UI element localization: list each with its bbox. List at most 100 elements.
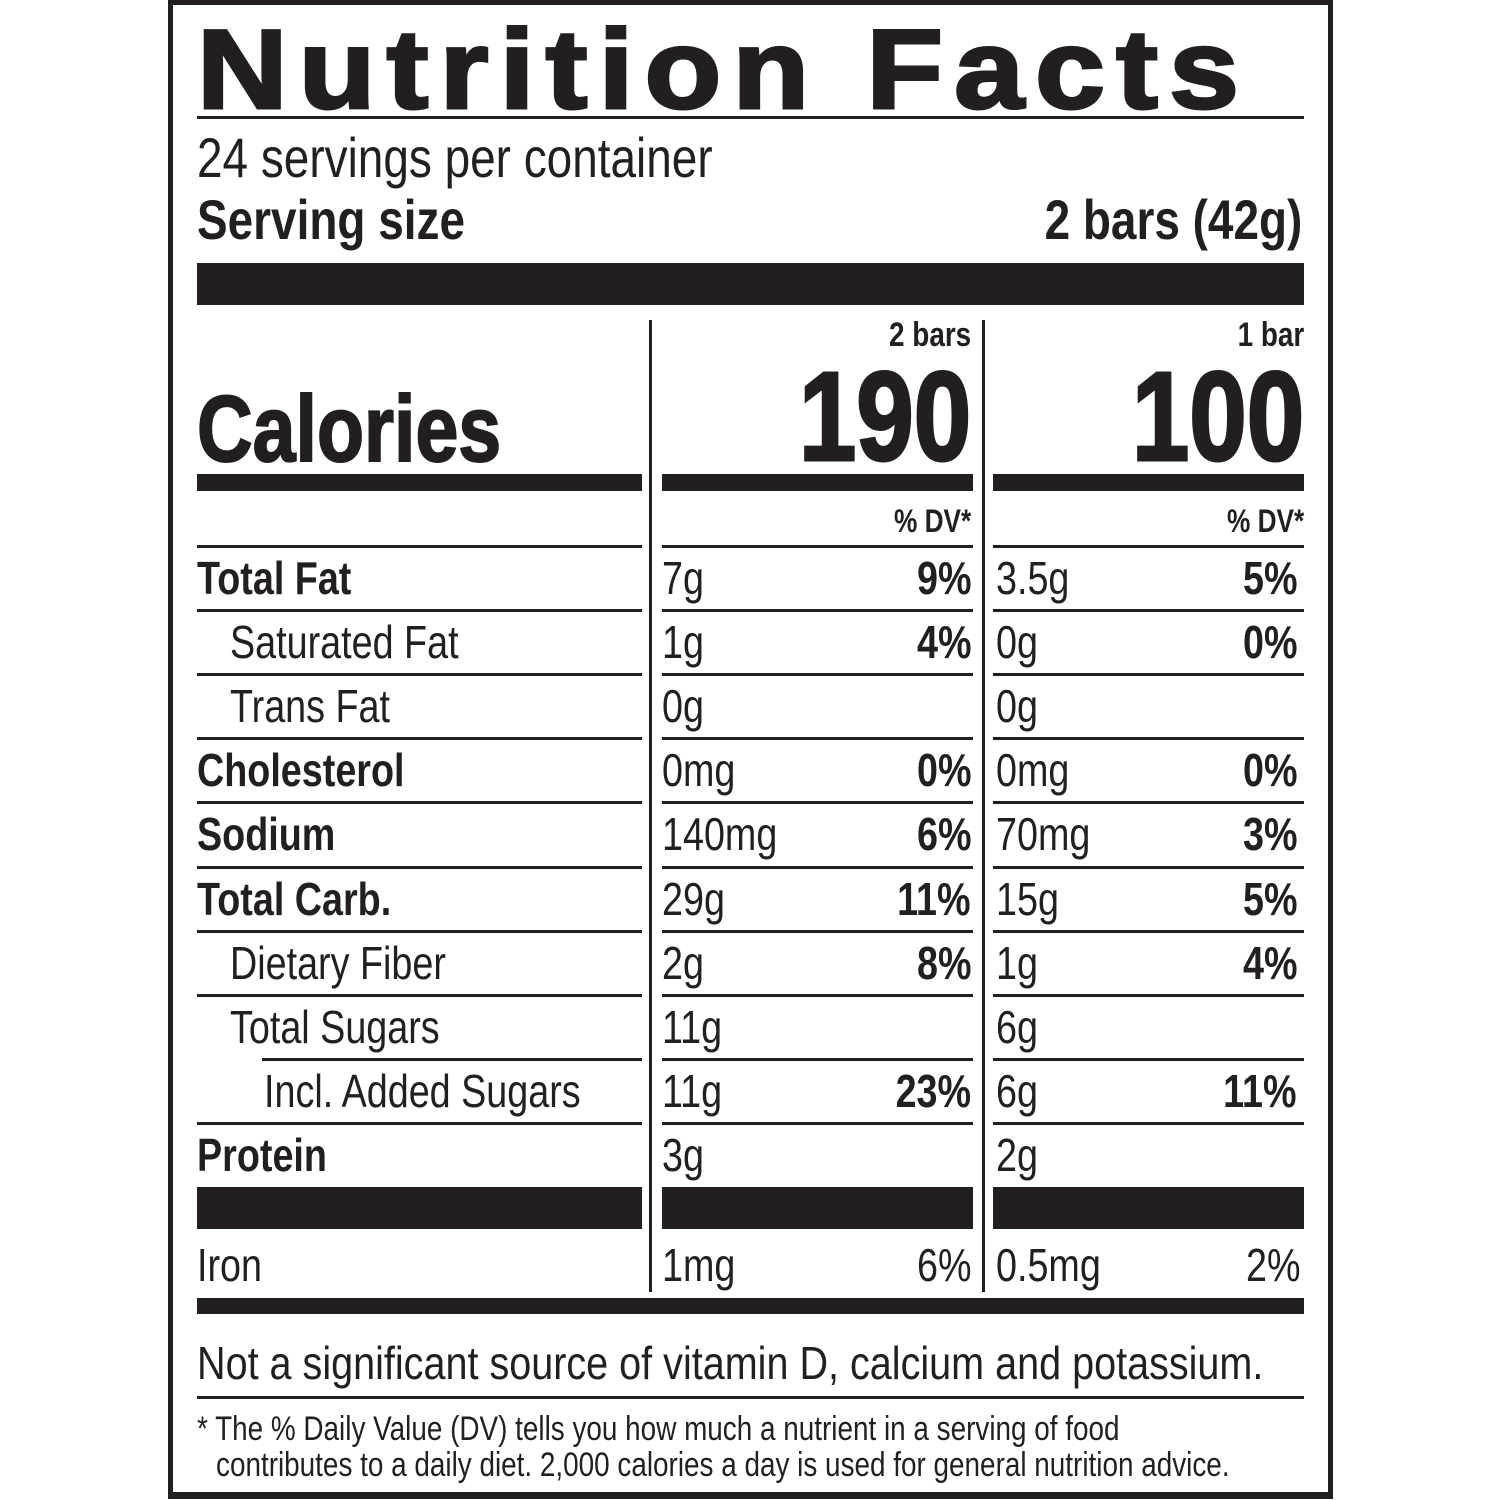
row-divider bbox=[662, 1121, 973, 1125]
row-divider bbox=[993, 545, 1304, 548]
nutrient-dv: 11% bbox=[1207, 1068, 1297, 1114]
nutrient-amount-text: 0mg bbox=[996, 744, 1070, 797]
label-border bbox=[168, 0, 1333, 1499]
nutrient-amount: 3.5g bbox=[996, 555, 1086, 601]
nutrient-amount-text: 2g bbox=[996, 1128, 1038, 1181]
nutrient-dv-text: 9% bbox=[916, 552, 971, 604]
nutrient-dv: 0% bbox=[905, 747, 971, 793]
nutrient-dv-text: 4% bbox=[916, 616, 971, 669]
nutrient-amount-text: 15g bbox=[996, 872, 1059, 925]
nutrient-dv-text: 0% bbox=[1242, 616, 1297, 669]
nutrient-name: Dietary Fiber bbox=[230, 940, 493, 986]
not-significant-note: Not a significant source of vitamin D, c… bbox=[197, 1337, 1264, 1389]
column-header-2-bars: 2 bars bbox=[888, 316, 971, 354]
nutrient-amount: 11g bbox=[662, 1068, 735, 1114]
nutrient-dv-text: 8% bbox=[916, 936, 971, 989]
row-divider bbox=[662, 865, 973, 869]
row-divider bbox=[197, 865, 642, 869]
serving-size-value: 2 bars (42g) bbox=[1044, 188, 1302, 251]
calories-label: Calories bbox=[196, 376, 502, 481]
footnote-line-2: contributes to a daily diet. 2,000 calor… bbox=[216, 1446, 1230, 1484]
nutrient-dv: 4% bbox=[905, 619, 971, 665]
nutrient-amount: 6g bbox=[996, 1068, 1047, 1114]
nutrient-dv: 0% bbox=[1231, 747, 1297, 793]
nutrient-dv-text: 6% bbox=[916, 808, 971, 861]
row-divider bbox=[993, 609, 1304, 613]
serving-size-label: Serving size bbox=[197, 188, 465, 251]
nutrient-name: Sodium bbox=[197, 811, 366, 857]
row-divider bbox=[993, 865, 1304, 869]
nutrient-dv: 6% bbox=[905, 811, 971, 857]
nutrient-dv-text: 5% bbox=[1242, 872, 1297, 925]
nutrient-amount-text: 0mg bbox=[662, 744, 736, 797]
nutrient-amount: 7g bbox=[662, 555, 713, 601]
nutrient-dv: 4% bbox=[1231, 940, 1297, 986]
nutrient-dv-text: 23% bbox=[895, 1064, 971, 1117]
nutrient-name-text: Total Sugars bbox=[230, 1000, 440, 1053]
nutrient-amount: 0mg bbox=[996, 747, 1085, 793]
row-divider bbox=[197, 1121, 642, 1125]
nutrient-name-text: Total Fat bbox=[197, 552, 352, 604]
nutrient-name: Incl. Added Sugars bbox=[264, 1068, 650, 1114]
nutrient-amount-text: 3g bbox=[662, 1128, 704, 1181]
nutrient-name: Cholesterol bbox=[197, 747, 450, 793]
iron-dv-1-bar: 2% bbox=[1245, 1239, 1300, 1291]
row-divider bbox=[662, 1057, 973, 1061]
nutrient-dv: 5% bbox=[1231, 876, 1297, 922]
row-divider bbox=[662, 609, 973, 613]
row-divider bbox=[993, 673, 1304, 677]
row-divider bbox=[662, 737, 973, 741]
nutrient-amount-text: 6g bbox=[996, 1064, 1038, 1117]
nutrient-dv-text: 11% bbox=[1223, 1064, 1297, 1117]
nutrient-amount: 2g bbox=[996, 1132, 1047, 1178]
thick-divider bbox=[197, 1187, 642, 1229]
nutrient-amount: 70mg bbox=[996, 811, 1111, 857]
nutrient-dv-text: 0% bbox=[1242, 744, 1297, 797]
nutrient-amount: 29g bbox=[662, 876, 739, 922]
calories-2-bars: 190 bbox=[797, 346, 972, 487]
column-header-1-bar: 1 bar bbox=[1237, 316, 1304, 354]
nutrient-amount: 0g bbox=[662, 683, 713, 729]
row-divider bbox=[262, 1057, 642, 1061]
nutrient-amount-text: 29g bbox=[662, 872, 725, 925]
row-divider bbox=[662, 545, 973, 548]
nutrient-name-text: Incl. Added Sugars bbox=[264, 1064, 581, 1117]
nutrient-name-text: Cholesterol bbox=[197, 744, 405, 797]
calories-1-bar: 100 bbox=[1130, 346, 1305, 487]
dv-header-1-bar: % DV* bbox=[1226, 503, 1304, 539]
nutrient-dv-text: 11% bbox=[897, 872, 971, 925]
row-divider bbox=[993, 1057, 1304, 1061]
iron-amount-1-bar: 0.5mg bbox=[996, 1239, 1101, 1291]
nutrient-amount-text: 0g bbox=[996, 680, 1038, 733]
row-divider bbox=[197, 545, 642, 548]
nutrient-dv: 5% bbox=[1231, 555, 1297, 601]
row-divider bbox=[197, 737, 642, 741]
nutrient-name-text: Total Carb. bbox=[197, 872, 392, 925]
iron-amount-2-bars: 1mg bbox=[662, 1239, 736, 1291]
nutrient-amount-text: 140mg bbox=[662, 808, 778, 861]
row-divider bbox=[197, 993, 642, 997]
row-divider bbox=[993, 737, 1304, 741]
nutrient-amount-text: 1g bbox=[996, 936, 1038, 989]
nutrient-dv: 8% bbox=[905, 940, 971, 986]
nutrient-dv-text: 4% bbox=[1242, 936, 1297, 989]
row-divider bbox=[197, 929, 642, 933]
nutrient-amount: 2g bbox=[662, 940, 713, 986]
nutrient-amount: 0g bbox=[996, 683, 1047, 729]
nutrient-name: Protein bbox=[197, 1132, 355, 1178]
nutrient-name-text: Dietary Fiber bbox=[230, 936, 446, 989]
row-divider bbox=[662, 801, 973, 805]
nutrient-name-text: Protein bbox=[197, 1128, 327, 1181]
nutrient-dv: 23% bbox=[879, 1068, 971, 1114]
nutrient-dv: 0% bbox=[1231, 619, 1297, 665]
label-title: Nutrition Facts bbox=[195, 7, 1251, 132]
nutrient-amount-text: 1g bbox=[662, 616, 704, 669]
nutrient-amount-text: 2g bbox=[662, 936, 704, 989]
nutrient-name-text: Trans Fat bbox=[230, 680, 391, 733]
row-divider bbox=[993, 801, 1304, 805]
nutrient-amount-text: 0g bbox=[662, 680, 704, 733]
calories-divider bbox=[197, 474, 642, 491]
nutrient-amount: 140mg bbox=[662, 811, 803, 857]
nutrient-amount: 0mg bbox=[662, 747, 751, 793]
servings-per-container: 24 servings per container bbox=[197, 126, 713, 189]
